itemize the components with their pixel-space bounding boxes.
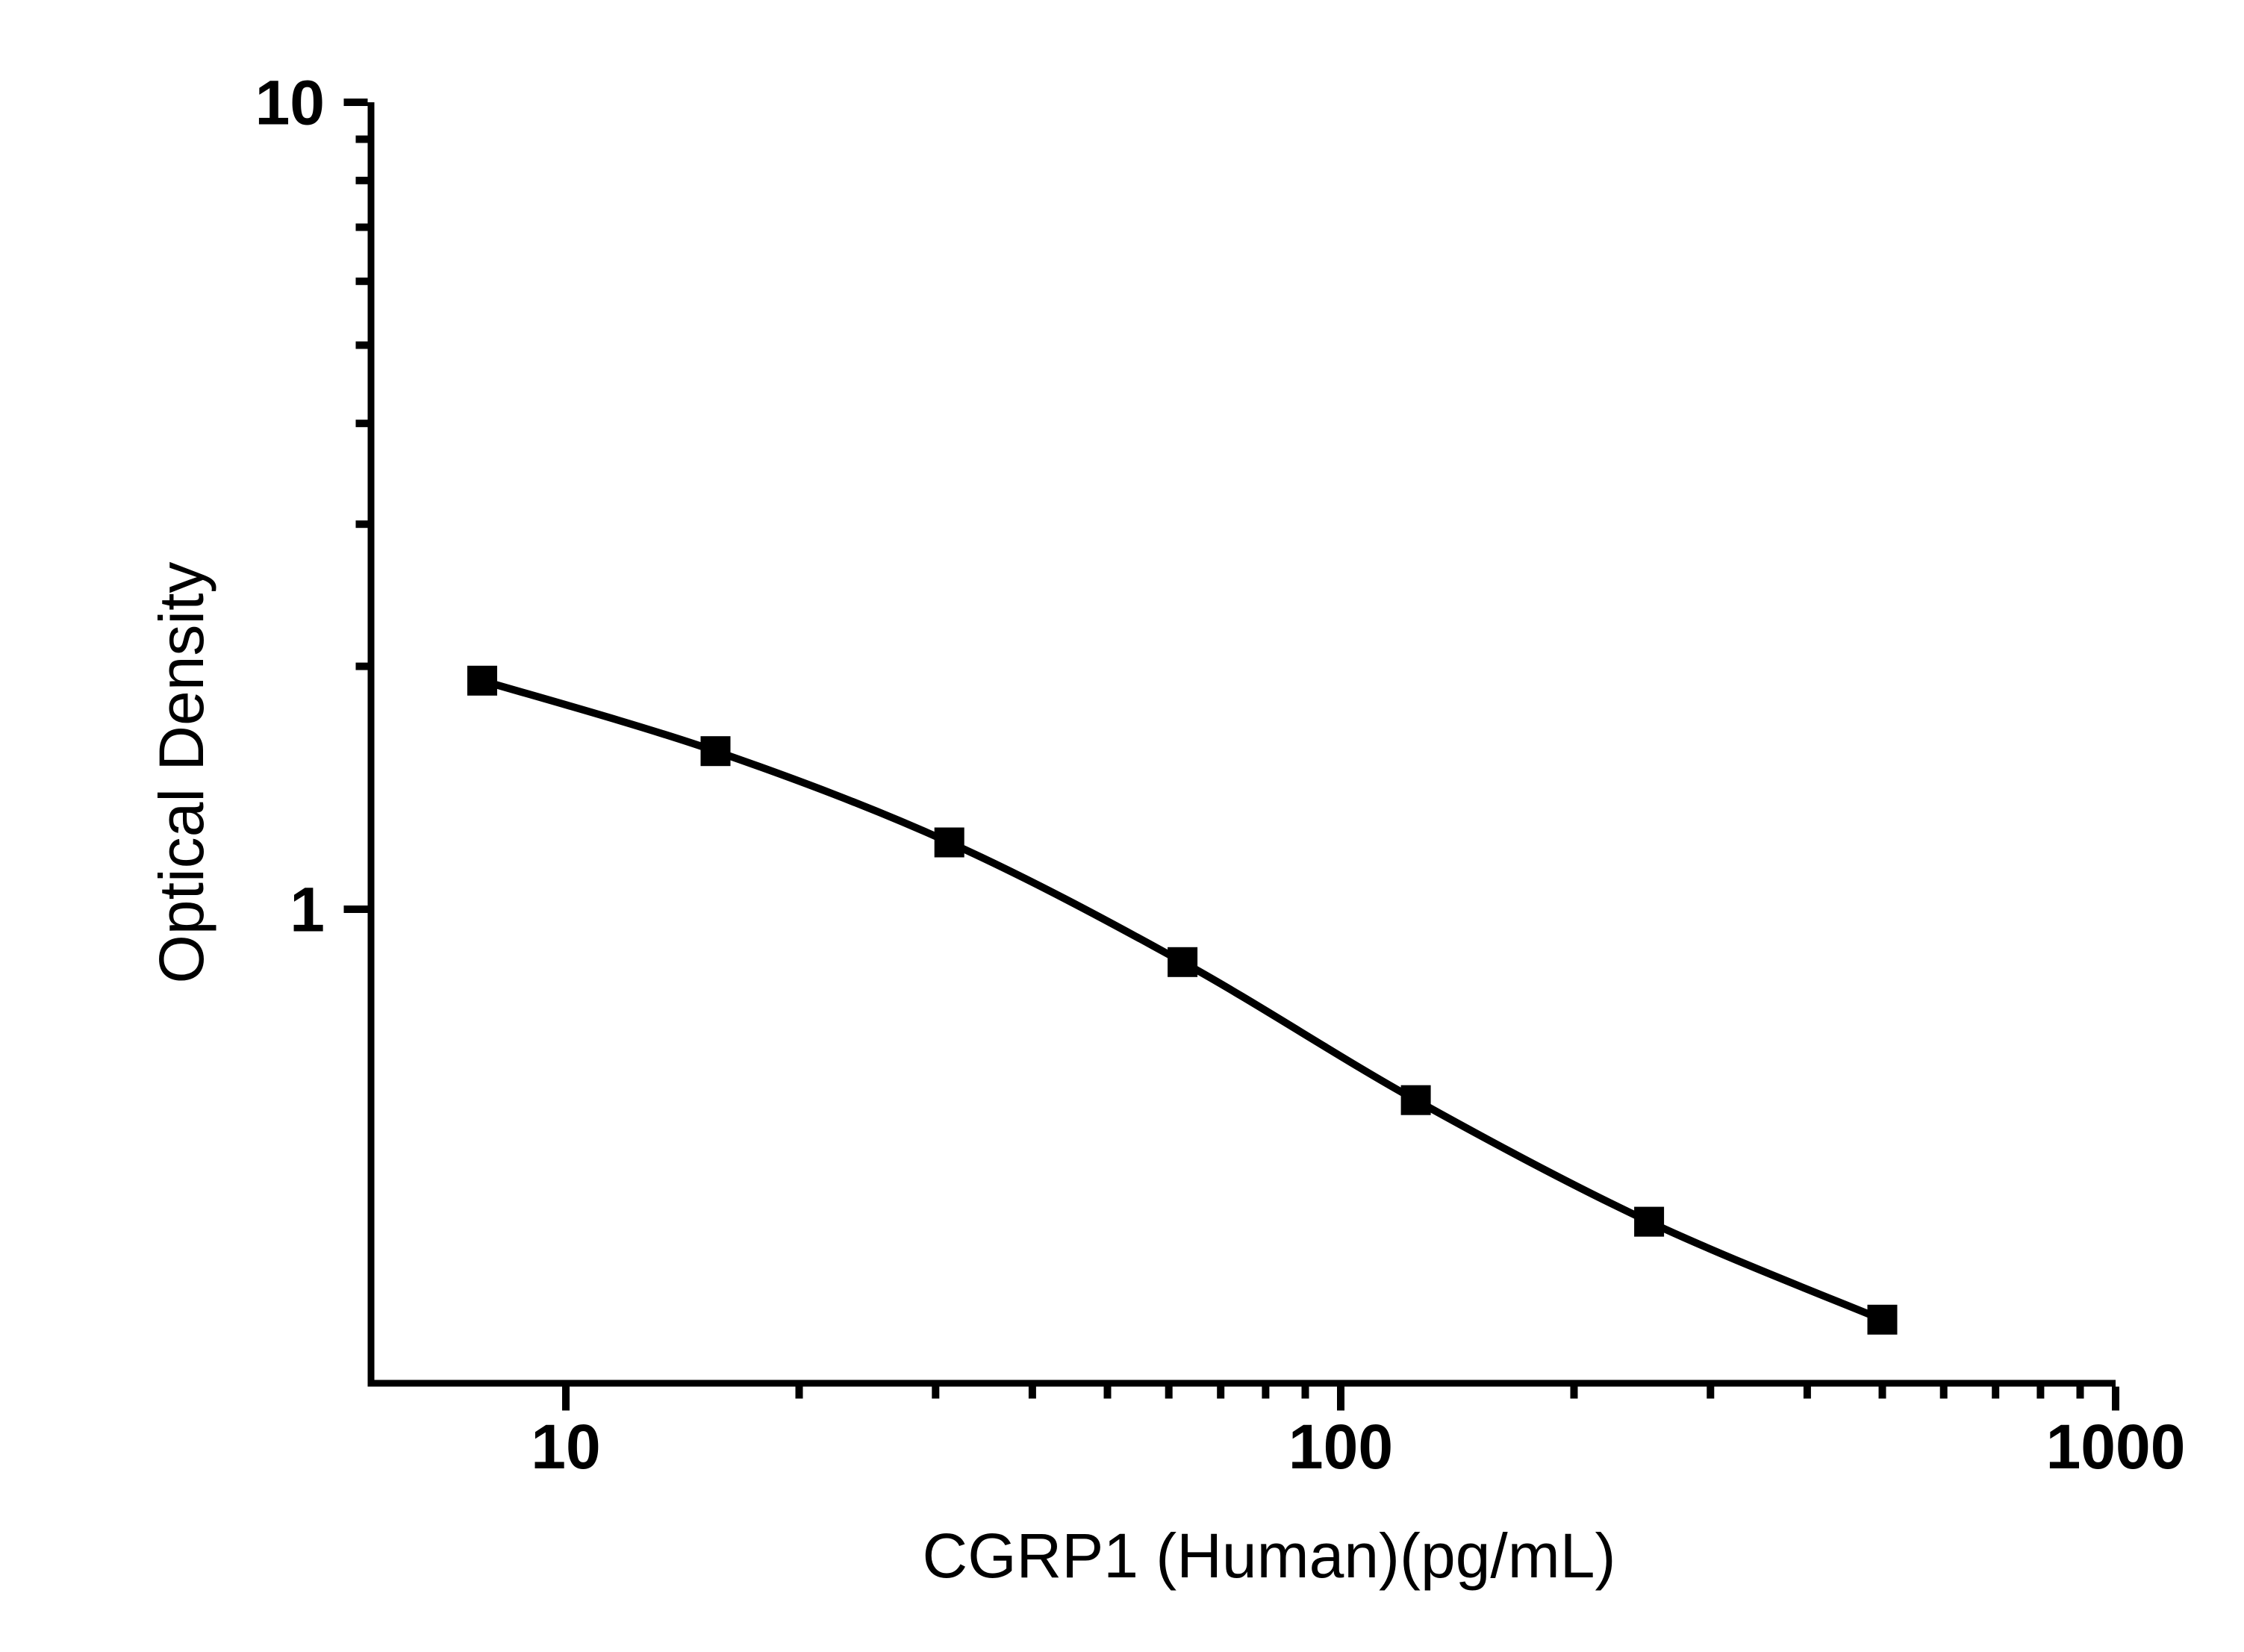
y-tick-label: 1 <box>290 874 325 944</box>
y-axis-title: Optical Density <box>146 562 216 984</box>
data-point-marker <box>1634 1206 1665 1237</box>
x-tick-label: 10 <box>531 1412 600 1482</box>
data-point-marker <box>1400 1085 1431 1115</box>
standard-curve-line <box>481 677 1884 1324</box>
x-tick-label: 1000 <box>2046 1412 2186 1482</box>
data-point-marker <box>1168 947 1198 977</box>
data-point-marker <box>934 827 964 858</box>
y-tick-label: 10 <box>255 67 325 137</box>
data-point-marker <box>1867 1304 1898 1335</box>
data-point-marker <box>467 665 497 696</box>
data-point-marker <box>700 736 731 767</box>
x-tick-label: 100 <box>1288 1412 1393 1482</box>
x-axis-title: CGRP1 (Human)(pg/mL) <box>923 1521 1616 1591</box>
